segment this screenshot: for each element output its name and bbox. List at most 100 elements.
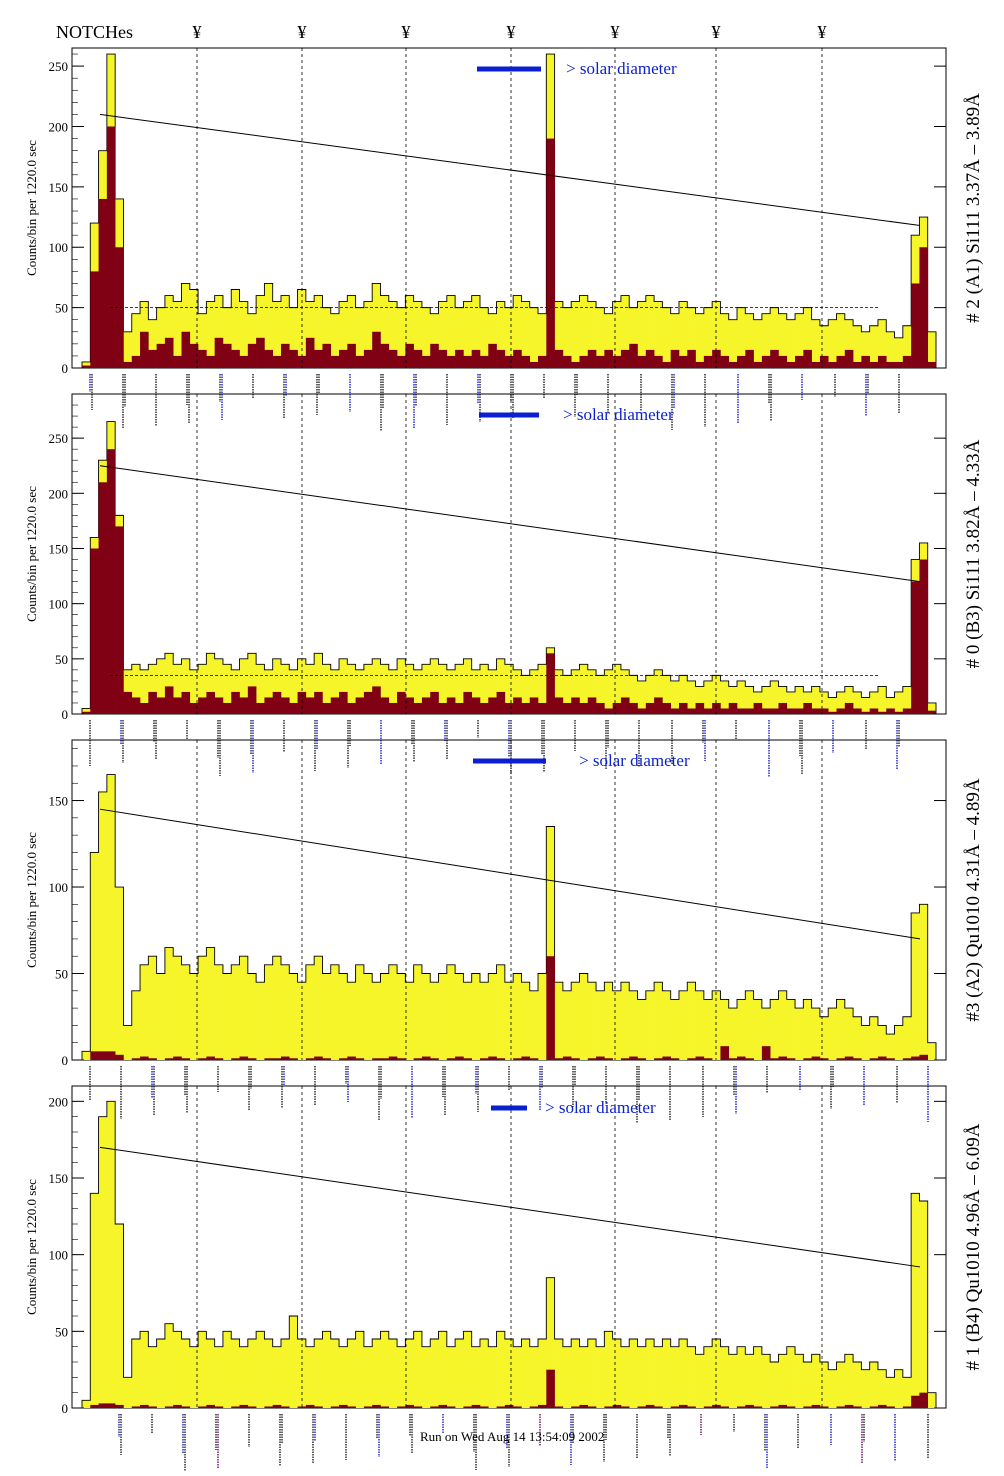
bar-total — [819, 1016, 829, 1060]
bar-total — [471, 1346, 481, 1408]
chart-panels: 0 50 100 150 200 250 Counts/bin per 1220.0 sec… — [24, 47, 984, 1471]
bar-net — [330, 355, 340, 368]
bar-net — [496, 349, 506, 368]
y-tick-label: 150 — [49, 1171, 69, 1186]
bar-net — [703, 1058, 713, 1060]
bar-net — [861, 355, 870, 368]
bar-net — [314, 349, 323, 368]
bar-total — [737, 307, 746, 368]
bar-net — [479, 355, 489, 368]
bar-total — [198, 1331, 207, 1408]
bar-total — [604, 1331, 613, 1408]
solar-diameter-label: > solar diameter — [545, 1098, 656, 1117]
bar-total — [745, 1354, 754, 1408]
bar-net — [90, 1404, 99, 1408]
bar-net — [637, 1406, 647, 1408]
bar-total — [728, 1008, 738, 1060]
bar-total — [761, 1008, 771, 1060]
bar-total — [927, 702, 937, 714]
bar-total — [123, 1377, 133, 1408]
bar-net — [264, 697, 273, 714]
bar-total — [479, 307, 489, 368]
bar-net — [546, 653, 555, 714]
bar-total — [189, 1346, 199, 1408]
bar-net — [388, 349, 398, 368]
bar-total — [637, 680, 647, 714]
bar-net — [720, 1046, 730, 1060]
bar-total — [455, 307, 464, 368]
bar-net — [189, 702, 199, 714]
panel-title: # 2 (A1) Si111 3.37Å – 3.89Å — [963, 93, 984, 323]
bar-total — [330, 669, 340, 714]
bar-net — [819, 355, 829, 368]
total-outline — [81, 421, 937, 714]
bar-net — [115, 526, 124, 714]
bar-total — [612, 664, 622, 714]
bar-net — [280, 343, 290, 368]
bar-total — [115, 887, 124, 1060]
bar-total — [123, 1025, 133, 1060]
bar-total — [811, 686, 821, 714]
bar-net — [612, 355, 622, 368]
bar-net — [902, 1058, 912, 1060]
bar-total — [496, 1331, 506, 1408]
bar-total — [239, 301, 249, 368]
bar-total — [853, 1016, 862, 1060]
bar-total — [761, 1354, 771, 1408]
bar-total — [670, 1346, 680, 1408]
fit-line — [99, 1146, 921, 1268]
bar-total — [247, 653, 257, 714]
bar-net — [521, 702, 531, 714]
bar-total — [902, 1377, 912, 1408]
bar-total — [596, 1346, 605, 1408]
bar-net — [488, 343, 497, 368]
bar-net — [844, 702, 854, 714]
bar-total — [819, 1362, 829, 1408]
bar-net — [670, 708, 680, 714]
bar-total — [620, 1346, 630, 1408]
notch-symbols: ¥ ¥ ¥ ¥ ¥ ¥ ¥ — [193, 22, 827, 42]
line-annotation-marks — [89, 374, 900, 431]
bar-total — [471, 973, 481, 1060]
bar-net — [911, 1056, 920, 1060]
bar-net — [479, 1058, 489, 1060]
bar-net — [894, 711, 904, 714]
bar-total — [728, 1354, 738, 1408]
bar-net — [844, 1404, 854, 1408]
bar-net — [206, 1056, 215, 1060]
bar-total — [297, 982, 307, 1060]
bar-net — [479, 702, 489, 714]
bar-net — [339, 1404, 348, 1408]
bar-net — [115, 1404, 124, 1408]
bar-net — [289, 702, 298, 714]
bar-net — [82, 365, 91, 368]
bar-net — [123, 691, 133, 714]
bar-total — [687, 982, 696, 1060]
bar-net — [620, 1406, 630, 1408]
bar-total — [140, 1331, 149, 1408]
bar-total — [280, 664, 290, 714]
bar-total — [803, 691, 812, 714]
bar-total — [828, 1369, 837, 1408]
bar-net — [886, 1058, 895, 1060]
bar-total — [712, 301, 721, 368]
bar-total — [330, 313, 340, 368]
bar-net — [836, 1406, 846, 1408]
bar-net — [280, 697, 290, 714]
bar-net — [397, 691, 406, 714]
bar-net — [778, 355, 788, 368]
solar-diameter-label: > solar diameter — [566, 59, 677, 78]
bar-total — [488, 669, 497, 714]
bar-total — [239, 956, 249, 1060]
bar-total — [662, 675, 671, 714]
bar-net — [538, 1404, 547, 1408]
bar-total — [231, 964, 240, 1060]
bar-total — [529, 307, 539, 368]
panel-title: #3 (A2) Qu1010 4.31Å – 4.89Å — [963, 778, 984, 1022]
bar-total — [413, 301, 423, 368]
bar-net — [853, 361, 862, 368]
bar-total — [256, 1331, 265, 1408]
bar-total — [861, 697, 870, 714]
bar-net — [894, 361, 904, 368]
bar-net — [363, 691, 373, 714]
